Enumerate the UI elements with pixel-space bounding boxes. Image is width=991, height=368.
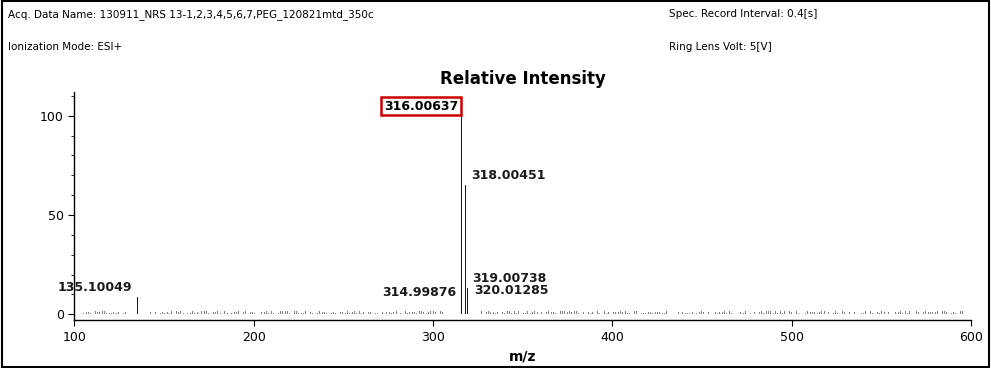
Text: 319.00738: 319.00738 — [473, 272, 547, 286]
Text: 135.10049: 135.10049 — [57, 282, 132, 294]
Text: 314.99876: 314.99876 — [383, 286, 457, 299]
Text: Ionization Mode: ESI+: Ionization Mode: ESI+ — [8, 42, 122, 52]
Text: 316.00637: 316.00637 — [384, 100, 458, 113]
Text: Ring Lens Volt: 5[V]: Ring Lens Volt: 5[V] — [669, 42, 772, 52]
Text: 318.00451: 318.00451 — [471, 169, 545, 182]
Title: Relative Intensity: Relative Intensity — [440, 70, 606, 88]
Text: 320.01285: 320.01285 — [475, 284, 549, 297]
Text: Acq. Data Name: 130911_NRS 13-1,2,3,4,5,6,7,PEG_120821mtd_350c: Acq. Data Name: 130911_NRS 13-1,2,3,4,5,… — [8, 9, 374, 20]
X-axis label: m/z: m/z — [509, 349, 536, 363]
Text: Spec. Record Interval: 0.4[s]: Spec. Record Interval: 0.4[s] — [669, 9, 818, 19]
